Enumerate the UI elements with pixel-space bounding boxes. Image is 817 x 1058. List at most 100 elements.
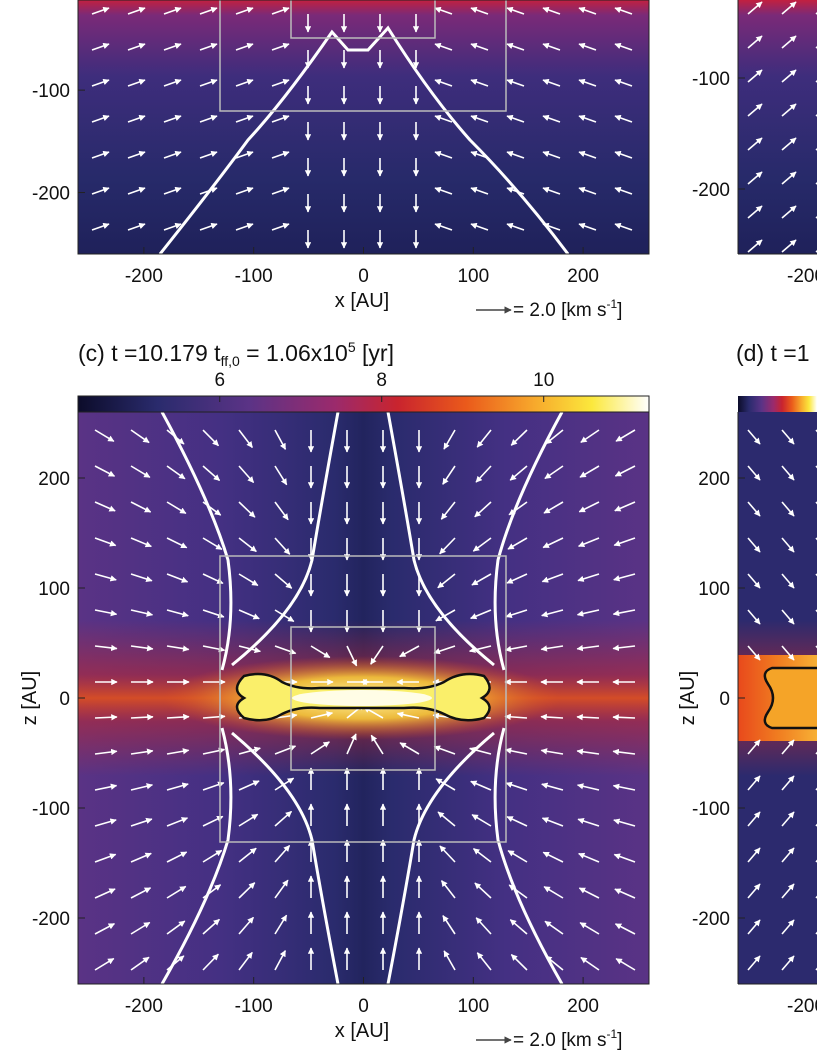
panel-c-disk-core [292,690,432,706]
velocity-arrow [166,748,190,755]
velocity-arrow [781,609,795,625]
velocity-arrow [542,42,561,51]
ytick-label: 200 [38,469,70,490]
velocity-arrow [130,713,154,721]
ytick-label: -200 [32,184,70,205]
velocity-arrow [91,42,110,51]
panel-d: (d) t =1 200 100 0 -100 -200 -200 z [AU] [677,340,817,1017]
panel-b-outer-box [219,0,507,112]
velocity-arrow [202,849,223,863]
velocity-arrow [614,465,636,477]
velocity-arrow [540,713,564,721]
velocity-arrow [781,1,797,15]
velocity-arrow [576,644,600,652]
velocity-arrow [578,186,597,195]
velocity-arrow [127,222,146,231]
velocity-arrow [542,186,561,195]
velocity-arrow [274,465,288,486]
velocity-arrow [274,914,288,935]
velocity-arrow [271,6,290,15]
velocity-arrow [166,573,189,583]
velocity-arrow [542,78,561,87]
panel-d-xtick: -200 [787,996,817,1017]
velocity-arrow [163,6,182,15]
velocity-arrow [202,645,226,653]
velocity-arrow [310,645,331,659]
velocity-arrow [127,150,146,159]
velocity-arrow [506,815,528,827]
velocity-arrow [166,817,189,827]
velocity-arrow [202,918,220,935]
velocity-arrow [127,114,146,123]
velocity-arrow [235,186,254,195]
panel-c-vector-key: = 2.0 [km s-1] [476,1027,622,1051]
panel-d-top-ytick-200: -200 [692,180,730,201]
velocity-arrow [235,114,254,123]
velocity-arrow [504,713,528,721]
velocity-arrow [271,222,290,231]
velocity-arrow [781,171,797,185]
velocity-arrow [781,573,795,589]
velocity-arrow [577,817,600,827]
xtick-label: 200 [567,266,599,287]
velocity-arrow [475,465,492,483]
ytick-label: 0 [719,689,730,710]
velocity-arrow [614,78,633,87]
velocity-arrow [747,239,763,253]
velocity-arrow [578,150,597,159]
velocity-arrow [274,844,291,863]
velocity-arrow [434,114,453,123]
panel-c-y-ticks: 200 100 0 -100 -200 [32,469,85,930]
velocity-arrow [612,714,636,721]
velocity-arrow [506,78,525,87]
colorbar-tick-label: 10 [533,370,554,391]
velocity-arrow [442,915,456,935]
velocity-arrow [506,42,525,51]
velocity-arrow [578,537,600,548]
velocity-arrow [199,6,218,15]
panel-c-inner-box [290,626,436,771]
velocity-arrow [163,114,182,123]
panel-b: -100 -200 -200 -100 0 100 200 x [AU] = 2.0 [k… [32,0,650,321]
velocity-arrow [130,956,150,971]
panel-d-top-xtick: -200 [787,266,817,287]
velocity-arrow [576,713,600,721]
velocity-arrow [238,813,259,827]
velocity-arrow [130,609,154,617]
velocity-arrow [578,852,600,863]
velocity-arrow [747,205,763,219]
velocity-arrow [238,951,253,971]
velocity-arrow [541,573,564,583]
velocity-arrow [747,69,763,83]
velocity-arrow [542,114,561,123]
velocity-arrow [130,465,151,479]
velocity-arrow [166,537,188,549]
panel-d-colorbar [738,396,817,412]
velocity-arrow [781,205,797,219]
velocity-arrow [238,573,259,587]
velocity-arrow [130,537,152,548]
panel-c-outflow-contours [160,412,564,984]
velocity-arrow [614,42,633,51]
velocity-arrow [469,746,492,755]
velocity-arrow [202,747,226,755]
velocity-arrow [199,78,218,87]
panel-c: (c) t =10.179 tff,0 = 1.06x105 [yr] 6 8 10… [19,339,650,1051]
velocity-arrow [781,955,795,971]
velocity-arrow [130,429,150,444]
velocity-arrow [747,537,761,553]
velocity-arrow [781,239,797,253]
velocity-arrow [578,114,597,123]
xtick-label: -200 [125,266,163,287]
xtick-label: 0 [358,996,369,1017]
xtick-label: 200 [567,996,599,1017]
velocity-arrow [747,35,763,49]
velocity-arrow [781,35,797,49]
velocity-arrow [508,501,528,516]
velocity-arrow [166,713,190,721]
velocity-arrow [613,573,636,582]
velocity-arrow [474,882,492,899]
velocity-arrow [127,78,146,87]
velocity-arrow [310,741,330,755]
velocity-arrow [91,186,110,195]
